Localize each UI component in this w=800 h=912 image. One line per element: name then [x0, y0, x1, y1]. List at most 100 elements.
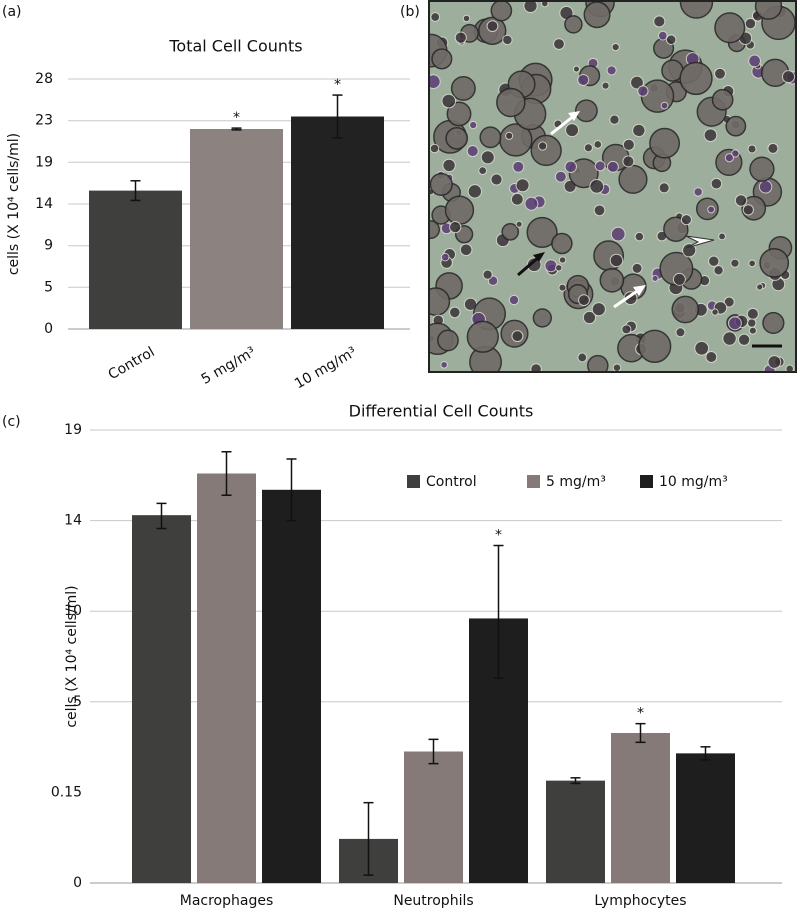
cell	[610, 226, 626, 242]
cell	[446, 101, 472, 127]
cell	[762, 311, 785, 335]
bar	[89, 190, 182, 329]
legend-swatch	[640, 475, 653, 488]
cell	[705, 351, 718, 363]
arrowhead	[685, 235, 715, 249]
bar	[404, 751, 463, 883]
x-tick-label: Control	[106, 344, 158, 383]
cell	[609, 114, 620, 125]
cell	[496, 87, 526, 118]
cell	[737, 333, 751, 346]
cell	[711, 88, 734, 111]
bar	[676, 753, 735, 883]
bar	[190, 129, 283, 329]
cell	[708, 255, 720, 267]
y-tick-label: 19	[64, 422, 82, 438]
cell	[606, 160, 619, 173]
cell	[630, 75, 644, 90]
y-tick-label: 14	[35, 196, 53, 212]
x-tick-label: Neutrophils	[393, 893, 473, 909]
cell	[478, 166, 488, 176]
cell	[658, 182, 670, 194]
cell	[728, 316, 742, 331]
legend-label: Control	[426, 474, 477, 490]
cell	[680, 214, 692, 226]
cell	[731, 149, 740, 158]
y-tick-label: 28	[35, 71, 53, 87]
cell	[583, 2, 611, 29]
cell	[515, 220, 523, 228]
cell	[693, 187, 703, 197]
cell	[482, 269, 493, 280]
cell	[707, 205, 716, 214]
cell	[747, 318, 757, 328]
cell	[637, 85, 649, 97]
cell	[651, 274, 659, 283]
cell	[756, 283, 764, 291]
cell	[748, 326, 757, 335]
cell	[703, 128, 718, 142]
cell	[511, 330, 524, 343]
cell	[430, 220, 441, 240]
cell	[714, 12, 746, 44]
cell	[572, 65, 580, 73]
cell	[442, 158, 456, 173]
cell	[445, 126, 469, 150]
cell	[558, 256, 567, 264]
y-tick-label: 10	[64, 603, 82, 619]
cell	[606, 65, 617, 76]
cell	[682, 243, 697, 258]
cell	[746, 307, 759, 320]
cell	[653, 15, 666, 28]
cell	[660, 101, 669, 110]
cell	[730, 258, 740, 268]
legend-swatch	[527, 475, 540, 488]
cell	[785, 364, 794, 371]
cell	[723, 296, 735, 308]
cell	[449, 306, 461, 319]
cell	[679, 61, 713, 96]
chart-title: Total Cell Counts	[168, 37, 302, 56]
cell	[508, 294, 520, 306]
panel-label: (c)	[2, 414, 21, 430]
bar	[291, 116, 384, 329]
cell	[589, 178, 605, 194]
cell	[767, 355, 782, 369]
cell	[564, 160, 577, 174]
cell	[618, 164, 648, 194]
bar	[262, 489, 321, 883]
cell	[537, 141, 548, 151]
micrograph	[430, 2, 795, 371]
cell	[612, 363, 622, 371]
cell	[430, 74, 441, 90]
cell	[594, 160, 606, 172]
cell	[526, 257, 542, 273]
cell	[512, 160, 525, 173]
cell	[530, 363, 542, 371]
cell	[638, 329, 672, 363]
cell	[710, 177, 723, 190]
arrow	[517, 254, 541, 277]
cell	[711, 308, 719, 316]
significance-marker: *	[495, 528, 502, 544]
cell	[564, 15, 583, 34]
cell	[515, 178, 530, 193]
significance-marker: *	[334, 77, 341, 93]
legend-swatch	[407, 475, 420, 488]
cell	[540, 2, 549, 8]
cell	[632, 123, 646, 138]
cell	[718, 232, 726, 241]
y-tick-label: 0	[44, 321, 53, 337]
cell	[671, 295, 700, 324]
cell	[781, 70, 795, 84]
significance-marker: *	[233, 110, 240, 126]
cell	[577, 73, 590, 86]
cell	[441, 93, 457, 109]
y-axis-label: cells (X 10⁴ cells/ml)	[64, 585, 80, 727]
cell	[486, 20, 499, 33]
cell	[440, 361, 448, 369]
legend-label: 10 mg/m³	[659, 474, 728, 490]
cell	[593, 204, 606, 217]
cell	[754, 2, 783, 20]
y-tick-label: 0.15	[51, 784, 82, 800]
